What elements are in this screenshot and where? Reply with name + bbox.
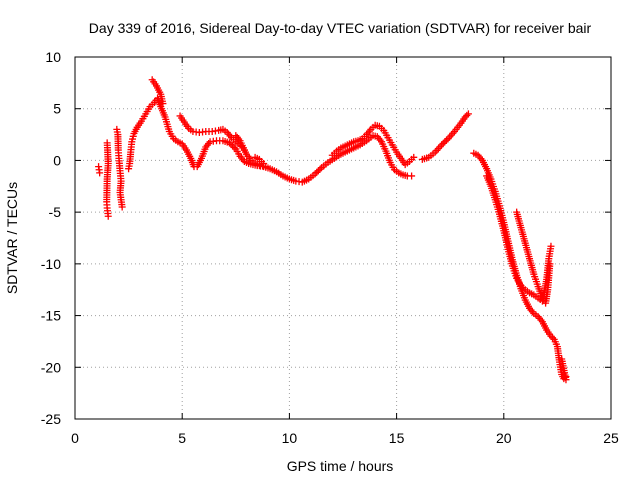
data-point (408, 172, 416, 180)
data-segment (103, 139, 112, 220)
y-tick-label: 0 (53, 152, 61, 168)
data-marks-layer (95, 76, 570, 384)
data-point (464, 110, 472, 118)
data-point (438, 141, 446, 149)
data-point (441, 138, 449, 146)
data-point (260, 160, 268, 168)
y-tick-label: -25 (41, 411, 61, 427)
data-point (240, 146, 248, 154)
data-segment (95, 163, 104, 177)
data-point (439, 139, 447, 147)
chart-title: Day 339 of 2016, Sidereal Day-to-day VTE… (89, 20, 592, 36)
x-tick-label: 20 (496, 430, 512, 446)
data-point (313, 168, 321, 176)
data-point (547, 242, 555, 250)
data-point (546, 260, 554, 268)
data-point (118, 203, 126, 211)
x-tick-label: 15 (389, 430, 405, 446)
x-tick-label: 0 (71, 430, 79, 446)
data-point (104, 212, 112, 220)
data-point (463, 111, 471, 119)
y-tick-label: -20 (41, 359, 61, 375)
data-point (311, 170, 319, 178)
data-point (316, 165, 324, 173)
data-point (96, 169, 104, 177)
data-segment (513, 208, 554, 307)
y-tick-label: -5 (49, 204, 62, 220)
data-point (230, 144, 238, 151)
y-tick-label: 10 (45, 49, 61, 65)
data-point (562, 376, 570, 384)
y-tick-label: -15 (41, 308, 61, 324)
data-segment (148, 76, 167, 108)
data-point (225, 139, 233, 147)
data-point (159, 100, 167, 108)
data-point (227, 140, 235, 148)
data-segment (176, 112, 270, 171)
x-tick-label: 25 (603, 430, 619, 446)
data-segment (251, 153, 268, 168)
data-point (549, 334, 557, 342)
data-point (314, 167, 322, 175)
x-axis-label: GPS time / hours (287, 458, 394, 474)
y-tick-label: 5 (53, 101, 61, 117)
y-axis-label: SDTVAR / TECUs (4, 182, 20, 294)
data-segment (418, 110, 472, 163)
data-segment (113, 125, 126, 211)
tick-label-layer: 0 5 10 15 20 25 10 5 0 -5 -10 -15 -20 -25 (41, 49, 619, 446)
data-point (547, 332, 555, 340)
data-point (461, 113, 469, 121)
x-tick-label: 10 (282, 430, 298, 446)
plot-frame (74, 56, 612, 420)
data-segment (232, 132, 248, 154)
data-point (410, 153, 418, 161)
data-point (442, 136, 450, 144)
y-tick-label: -10 (41, 256, 61, 272)
data-segment (558, 355, 570, 384)
data-segment (328, 121, 418, 169)
data-point (229, 142, 237, 150)
x-tick-label: 5 (178, 430, 186, 446)
